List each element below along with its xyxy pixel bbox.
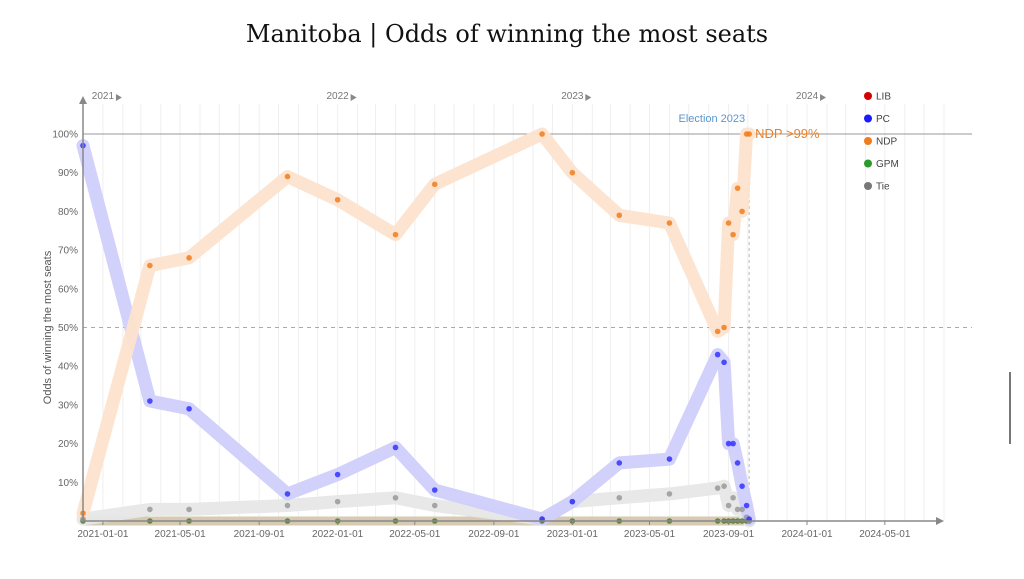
x-tick-label: 2023-09-01	[703, 529, 755, 540]
year-arrow	[350, 94, 357, 101]
event-label: Election 2023	[678, 113, 745, 125]
data-point-tie	[186, 506, 192, 513]
legend-swatch-ndp	[864, 137, 872, 145]
data-point-tie	[284, 502, 291, 509]
y-tick-label: 60%	[58, 284, 78, 295]
data-point-tie	[616, 494, 623, 501]
legend-swatch-pc	[864, 114, 872, 123]
data-point-ndp	[147, 262, 153, 269]
data-point-ndp	[746, 131, 752, 137]
data-point-pc	[721, 359, 727, 366]
data-point-ndp	[569, 169, 576, 176]
y-tick-label: 40%	[58, 362, 78, 373]
data-point-pc	[725, 440, 732, 447]
legend-swatch-tie	[864, 182, 872, 190]
data-point-pc	[734, 460, 741, 466]
y-tick-label: 70%	[58, 246, 78, 257]
year-label: 2024	[796, 91, 819, 102]
axes	[79, 96, 944, 525]
x-tick-label: 2022-09-01	[468, 529, 520, 540]
data-point-pc	[334, 471, 341, 478]
data-point-pc	[431, 487, 438, 493]
year-label: 2022	[327, 91, 350, 102]
data-point-tie	[392, 494, 399, 501]
x-tick-label: 2022-05-01	[389, 529, 441, 540]
data-point-tie	[431, 502, 438, 509]
y-tick-label: 100%	[52, 130, 78, 141]
data-point-tie	[334, 498, 341, 505]
year-arrow	[115, 94, 122, 101]
data-point-pc	[666, 456, 673, 462]
y-tick-label: 90%	[58, 168, 78, 179]
data-point-ndp	[392, 231, 399, 238]
data-point-ndp	[739, 208, 745, 215]
data-point-pc	[714, 351, 721, 358]
x-tick-label: 2023-01-01	[547, 529, 599, 540]
data-point-tie	[739, 506, 745, 513]
data-point-pc	[616, 460, 623, 466]
x-tick-label: 2023-05-01	[624, 529, 676, 540]
data-point-tie	[147, 506, 153, 513]
data-point-pc	[147, 398, 153, 404]
y-tick-label: 20%	[58, 439, 78, 450]
data-point-tie	[730, 494, 736, 501]
y-axis-arrow	[79, 96, 87, 104]
legend-label-lib: LIB	[876, 92, 891, 103]
legend-label-gpm: GPM	[876, 159, 899, 170]
labels: 10% 20% 30% 40% 50% 60% 70% 80% 90% 100% 2021-01-0…	[42, 91, 911, 540]
y-tick-label: 30%	[58, 400, 78, 411]
series-points	[80, 131, 752, 524]
data-point-ndp	[725, 220, 732, 226]
data-point-ndp	[616, 212, 623, 219]
year-label: 2023	[561, 91, 584, 102]
data-point-tie	[725, 502, 732, 509]
data-point-ndp	[730, 231, 736, 238]
data-point-pc	[739, 483, 745, 489]
data-point-pc	[392, 444, 399, 451]
data-point-ndp	[721, 324, 727, 331]
legend-label-tie: Tie	[876, 182, 890, 193]
year-arrow	[820, 94, 827, 101]
x-tick-label: 2021-01-01	[77, 529, 129, 540]
data-point-ndp	[539, 131, 545, 137]
year-arrow	[585, 94, 592, 101]
y-tick-label: 50%	[58, 323, 78, 334]
year-label: 2021	[92, 91, 115, 102]
scrollbar-indicator[interactable]	[1009, 372, 1011, 444]
chart-title: Manitoba | Odds of winning the most seat…	[245, 20, 769, 48]
legend-label-pc: PC	[876, 114, 890, 125]
data-point-tie	[714, 485, 721, 491]
x-tick-label: 2024-05-01	[859, 529, 911, 540]
data-point-ndp	[186, 255, 192, 261]
x-axis-arrow	[936, 517, 944, 525]
legend-label-ndp: NDP	[876, 137, 897, 148]
data-point-pc	[186, 405, 192, 412]
data-point-ndp	[334, 196, 341, 203]
grid	[83, 104, 972, 521]
x-tick-label: 2021-09-01	[234, 529, 286, 540]
data-point-tie	[721, 483, 727, 489]
data-point-ndp	[431, 181, 438, 188]
data-point-pc	[284, 491, 291, 497]
y-tick-label: 10%	[58, 478, 78, 489]
x-tick-label: 2024-01-01	[781, 529, 833, 540]
data-point-ndp	[284, 173, 291, 180]
data-point-tie	[666, 491, 673, 497]
data-point-pc	[743, 502, 750, 509]
legend-swatch-gpm	[864, 159, 872, 168]
legend-swatch-lib	[864, 92, 872, 100]
x-tick-label: 2021-05-01	[155, 529, 207, 540]
data-point-ndp	[734, 185, 741, 191]
data-point-pc	[569, 498, 576, 505]
legend: LIB PC NDP GPM Tie	[864, 92, 899, 193]
data-point-ndp	[666, 220, 673, 226]
y-tick-label: 80%	[58, 207, 78, 218]
x-tick-label: 2022-01-01	[312, 529, 364, 540]
data-point-tie	[734, 506, 741, 513]
y-axis-title: Odds of winning the most seats	[42, 250, 54, 404]
data-point-pc	[730, 440, 736, 447]
data-point-ndp	[714, 328, 721, 335]
ndp-annotation: NDP >99%	[755, 126, 820, 141]
